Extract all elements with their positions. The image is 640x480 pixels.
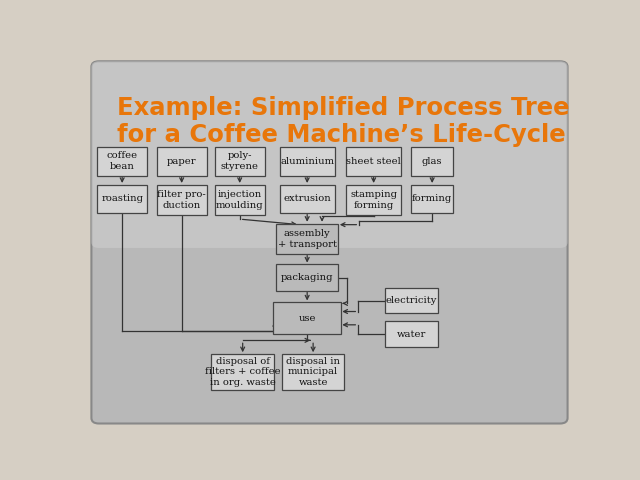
Text: packaging: packaging — [281, 273, 333, 282]
FancyBboxPatch shape — [411, 147, 454, 176]
FancyBboxPatch shape — [276, 224, 339, 254]
Text: assembly
+ transport: assembly + transport — [278, 229, 337, 249]
FancyBboxPatch shape — [211, 354, 274, 389]
FancyBboxPatch shape — [280, 147, 335, 176]
Text: disposal of
filters + coffee
in org. waste: disposal of filters + coffee in org. was… — [205, 357, 280, 387]
Text: Example: Simplified Process Tree
for a Coffee Machine’s Life-Cycle: Example: Simplified Process Tree for a C… — [117, 96, 570, 147]
FancyBboxPatch shape — [276, 264, 339, 290]
Text: use: use — [298, 313, 316, 323]
Text: roasting: roasting — [101, 194, 143, 204]
Text: coffee
bean: coffee bean — [107, 151, 138, 171]
FancyBboxPatch shape — [214, 147, 265, 176]
FancyBboxPatch shape — [346, 147, 401, 176]
FancyBboxPatch shape — [385, 288, 438, 313]
FancyBboxPatch shape — [97, 185, 147, 213]
Text: poly-
styrene: poly- styrene — [221, 151, 259, 171]
FancyBboxPatch shape — [273, 302, 341, 334]
FancyBboxPatch shape — [92, 61, 568, 248]
Text: disposal in
municipal
waste: disposal in municipal waste — [286, 357, 340, 387]
Text: filter pro-
duction: filter pro- duction — [157, 190, 206, 210]
Text: paper: paper — [167, 156, 196, 166]
FancyBboxPatch shape — [92, 61, 568, 423]
Text: aluminium: aluminium — [280, 156, 334, 166]
Text: forming: forming — [412, 194, 452, 204]
FancyBboxPatch shape — [157, 147, 207, 176]
Text: water: water — [397, 330, 426, 338]
Text: electricity: electricity — [386, 296, 437, 305]
Text: glas: glas — [422, 156, 442, 166]
FancyBboxPatch shape — [157, 185, 207, 215]
FancyBboxPatch shape — [411, 185, 454, 213]
Text: sheet steel: sheet steel — [346, 156, 401, 166]
FancyBboxPatch shape — [280, 185, 335, 213]
FancyBboxPatch shape — [214, 185, 265, 215]
Text: injection
moulding: injection moulding — [216, 190, 264, 210]
FancyBboxPatch shape — [346, 185, 401, 215]
FancyBboxPatch shape — [282, 354, 344, 389]
FancyBboxPatch shape — [97, 147, 147, 176]
Text: extrusion: extrusion — [284, 194, 331, 204]
Text: stamping
forming: stamping forming — [350, 190, 397, 210]
FancyBboxPatch shape — [385, 322, 438, 347]
